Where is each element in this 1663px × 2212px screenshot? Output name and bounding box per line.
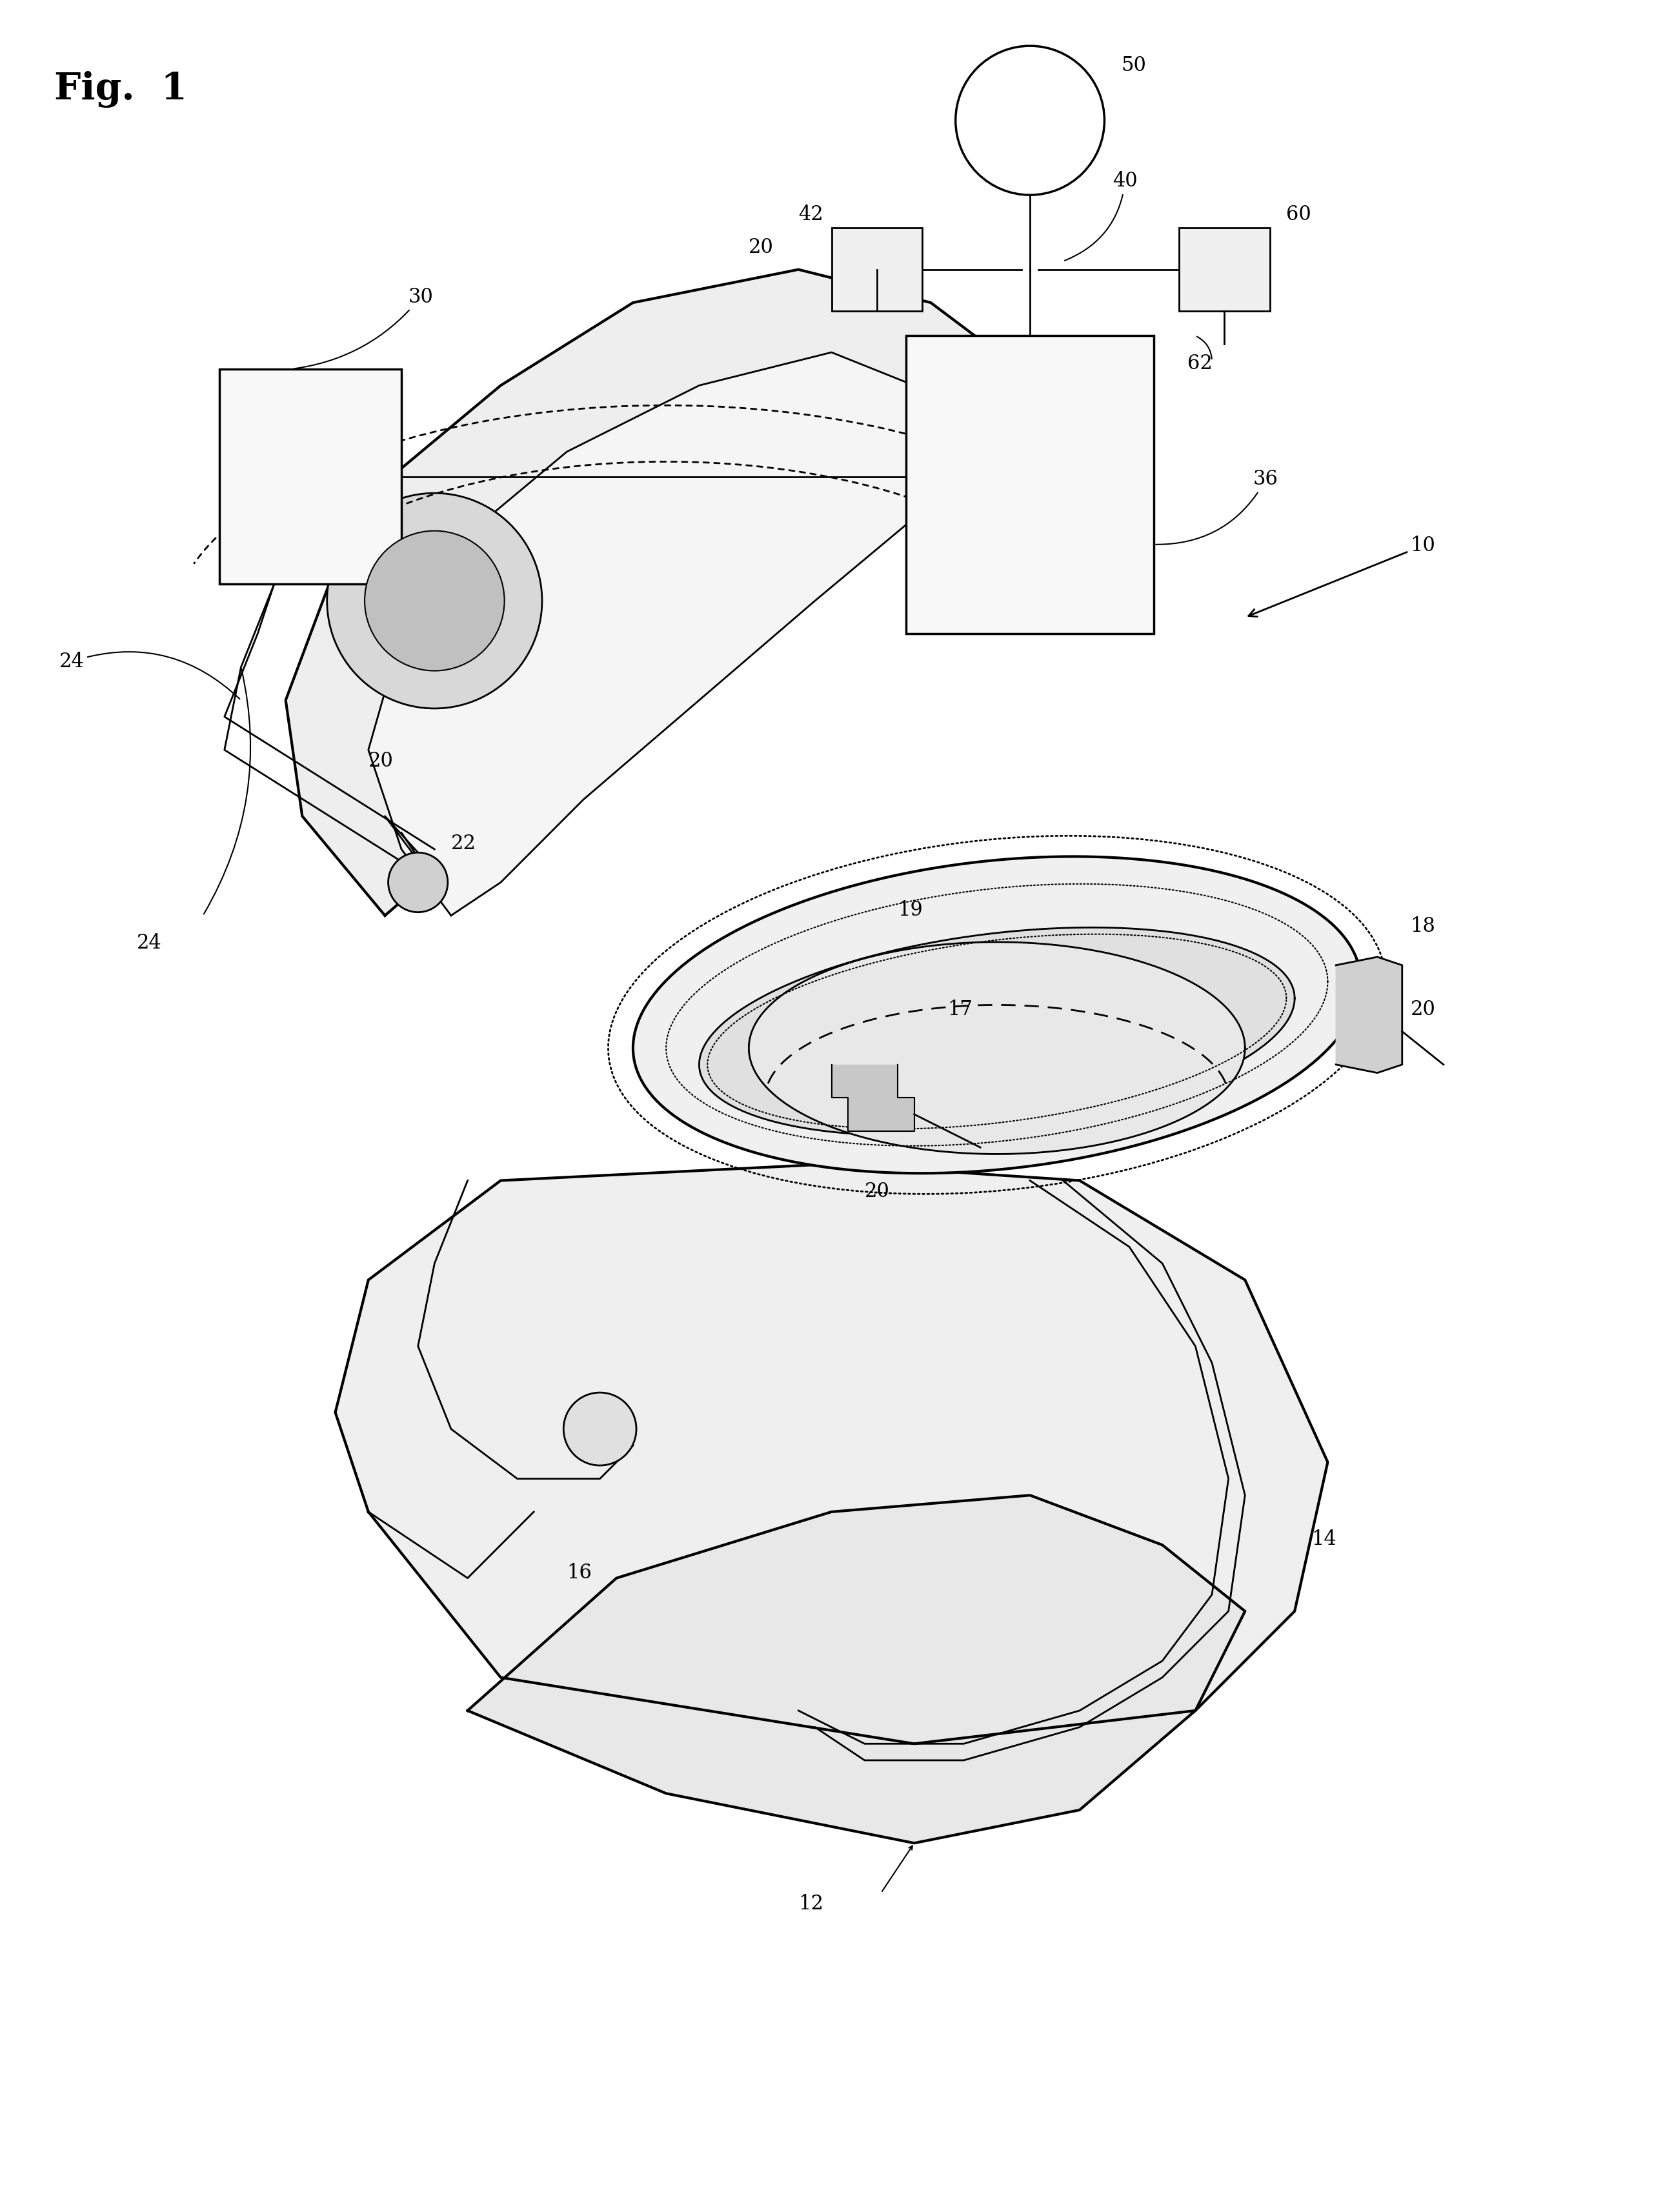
Polygon shape [748,942,1246,1155]
Polygon shape [634,856,1360,1172]
FancyBboxPatch shape [1179,228,1271,312]
Text: 50: 50 [1121,55,1146,75]
Text: 12: 12 [798,1893,823,1913]
Text: 42: 42 [798,204,823,223]
Polygon shape [369,352,948,916]
Polygon shape [286,270,996,916]
Text: Fig.  1: Fig. 1 [55,71,188,108]
Text: 60: 60 [1287,204,1312,223]
Text: 14: 14 [1310,1528,1335,1548]
Text: 30: 30 [294,288,432,369]
Text: 62: 62 [1187,354,1212,374]
Text: 36: 36 [1156,469,1279,544]
Text: 20: 20 [369,750,394,772]
Text: 40: 40 [1064,170,1137,261]
Text: 19: 19 [898,900,923,920]
Polygon shape [832,1064,915,1130]
Polygon shape [336,1164,1327,1743]
Text: 20: 20 [865,1181,890,1201]
Text: 18: 18 [1410,916,1435,936]
Text: 22: 22 [451,834,476,854]
Text: 17: 17 [948,1000,973,1020]
Circle shape [564,1394,637,1464]
Text: 24: 24 [136,933,161,953]
Text: 24: 24 [60,653,239,699]
FancyBboxPatch shape [906,336,1154,635]
Text: 10: 10 [1249,535,1435,617]
Circle shape [328,493,542,708]
Polygon shape [698,927,1294,1135]
FancyBboxPatch shape [220,369,401,584]
Polygon shape [467,1495,1246,1843]
Text: 20: 20 [1410,1000,1435,1020]
Text: 20: 20 [748,237,773,257]
Circle shape [364,531,504,670]
Polygon shape [1335,958,1402,1073]
Text: 16: 16 [567,1562,592,1582]
Circle shape [387,852,447,911]
FancyBboxPatch shape [832,228,923,312]
